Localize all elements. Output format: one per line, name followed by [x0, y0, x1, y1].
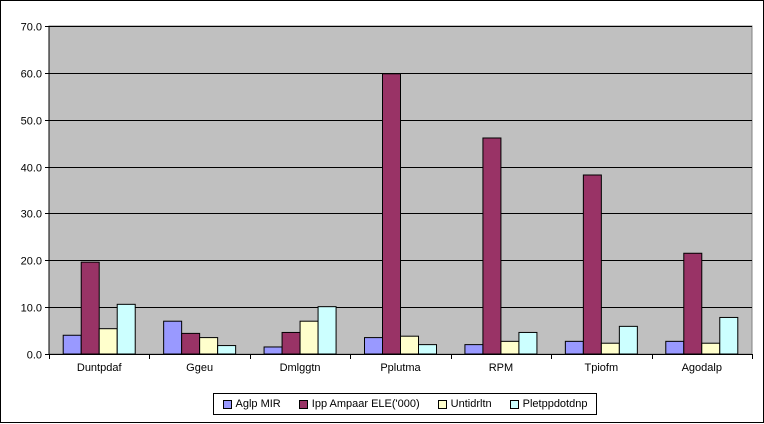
bar — [518, 331, 538, 355]
x-tick-label: Duntpdaf — [77, 362, 123, 374]
legend-label: Pletppdotdnp — [522, 398, 588, 410]
bar — [500, 340, 520, 355]
bars — [62, 73, 739, 355]
bar — [263, 346, 283, 355]
bar — [382, 73, 401, 355]
legend-item: Untidrltn — [437, 398, 492, 410]
bar — [299, 320, 319, 355]
y-tick-label: 20.0 — [21, 256, 42, 268]
y-axis: 0.0 10.0 20.0 30.0 40.0 50.0 60.0 70.0 — [21, 22, 50, 362]
x-tick-label: Tpiofm — [585, 362, 619, 374]
x-axis: Duntpdaf Ggeu Dmlggtn Pplutma RPM Tpiofm Agoda… — [49, 354, 753, 374]
y-tick-label: 10.0 — [21, 303, 42, 315]
legend-item: Pletppdotdnp — [509, 398, 588, 410]
legend-swatch — [437, 399, 447, 409]
legend-swatch — [298, 399, 308, 409]
bar — [600, 342, 620, 355]
bar — [116, 303, 136, 355]
x-tick-label: Ggeu — [186, 362, 213, 374]
bar — [98, 328, 118, 355]
legend-item: Aglp MIR — [222, 398, 281, 410]
legend-label: Ipp Ampaar ELE('000) — [311, 398, 420, 410]
bar — [199, 337, 219, 355]
bar — [364, 337, 383, 355]
bar — [80, 261, 100, 355]
bar — [281, 331, 301, 355]
bar — [464, 344, 484, 355]
legend-label: Aglp MIR — [235, 398, 281, 410]
y-tick-label: 30.0 — [21, 209, 42, 221]
y-tick-label: 60.0 — [21, 69, 42, 81]
bar — [683, 252, 703, 355]
y-tick-label: 40.0 — [21, 163, 42, 175]
legend-swatch — [509, 399, 519, 409]
bar — [181, 332, 201, 355]
y-tick-label: 0.0 — [27, 350, 42, 362]
bar — [163, 320, 183, 355]
bar — [317, 306, 337, 355]
legend: Aglp MIR Ipp Ampaar ELE('000) Untidrltn Ple… — [213, 393, 597, 415]
bar — [719, 316, 739, 355]
bar — [482, 137, 502, 355]
bar — [618, 325, 638, 355]
legend-swatch — [222, 399, 232, 409]
x-tick-label: RPM — [489, 362, 513, 374]
x-tick-label: Pplutma — [380, 362, 421, 374]
bar — [400, 335, 419, 355]
x-tick-label: Dmlggtn — [280, 362, 321, 374]
legend-item: Ipp Ampaar ELE('000) — [298, 398, 420, 410]
bar — [62, 334, 82, 355]
y-tick-label: 70.0 — [21, 22, 42, 34]
bar — [582, 174, 602, 355]
bar — [217, 345, 237, 355]
bar — [564, 340, 584, 355]
legend-label: Untidrltn — [450, 398, 492, 410]
bar — [701, 342, 721, 355]
bar — [665, 340, 685, 355]
x-tick-label: Agodalp — [682, 362, 722, 374]
y-tick-label: 50.0 — [21, 116, 42, 128]
bar — [418, 344, 437, 355]
